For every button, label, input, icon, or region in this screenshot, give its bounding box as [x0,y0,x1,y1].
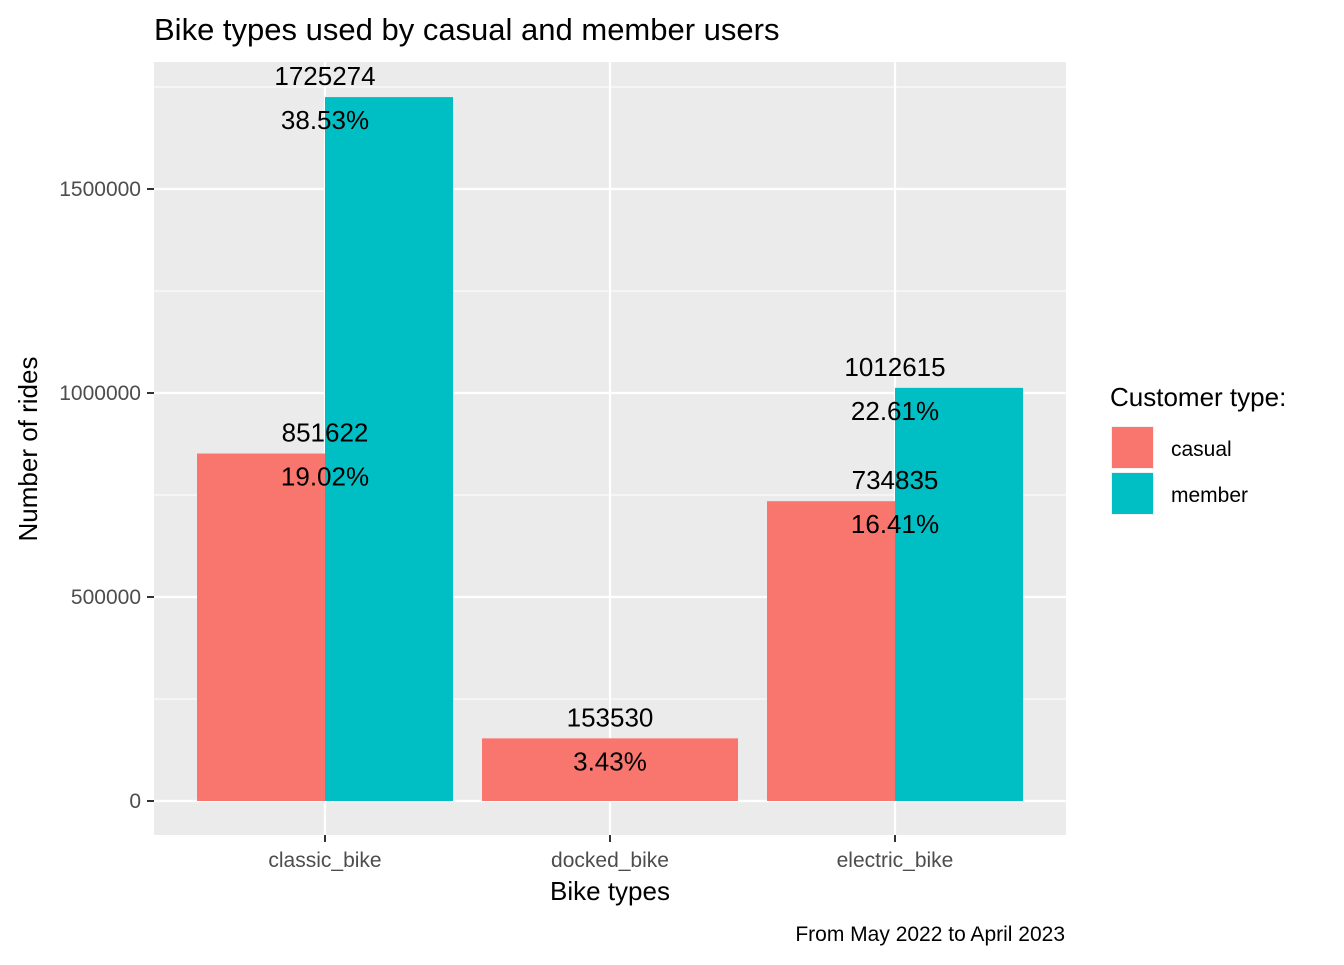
percent-label-member-electric_bike: 22.61% [851,396,939,426]
y-tick-label: 500000 [71,586,141,609]
chart-title: Bike types used by casual and member use… [154,12,779,47]
y-tick-label: 1500000 [59,178,141,201]
value-label-member-classic_bike: 1725274 [274,61,375,91]
legend-title: Customer type: [1110,382,1286,412]
x-tick-label: classic_bike [268,849,381,872]
data-labels: 851622 19.02% 1725274 38.53% 153530 3.43% 7348… [274,61,945,776]
percent-label-casual-electric_bike: 16.41% [851,509,939,539]
percent-label-member-classic_bike: 38.53% [281,105,369,135]
x-tick-label: electric_bike [837,849,954,872]
bars [197,97,1023,802]
legend-swatch-member [1112,473,1153,514]
value-label-casual-docked_bike: 153530 [567,702,654,732]
axes: 0 500000 1000000 1500000 classic_bike docked_… [59,178,953,872]
y-axis-title: Number of rides [13,357,43,542]
bar-casual-electric_bike [767,501,895,801]
bar-casual-classic_bike [197,453,325,801]
legend: Customer type: casual member [1110,382,1286,515]
bar-member-electric_bike [895,387,1023,801]
legend-label-member: member [1171,484,1248,507]
bar-casual-docked_bike [482,738,738,801]
value-label-casual-electric_bike: 734835 [852,465,939,495]
percent-label-casual-docked_bike: 3.43% [573,746,647,776]
x-tick-label: docked_bike [551,849,669,872]
percent-label-casual-classic_bike: 19.02% [281,462,369,492]
value-label-member-electric_bike: 1012615 [844,352,945,382]
legend-label-casual: casual [1171,438,1232,461]
y-tick-label: 0 [129,790,141,813]
legend-swatch-casual [1112,427,1153,468]
y-tick-label: 1000000 [59,382,141,405]
bar-member-classic_bike [325,97,453,802]
chart-caption: From May 2022 to April 2023 [795,923,1065,946]
x-axis-title: Bike types [550,876,670,906]
value-label-casual-classic_bike: 851622 [282,418,369,448]
